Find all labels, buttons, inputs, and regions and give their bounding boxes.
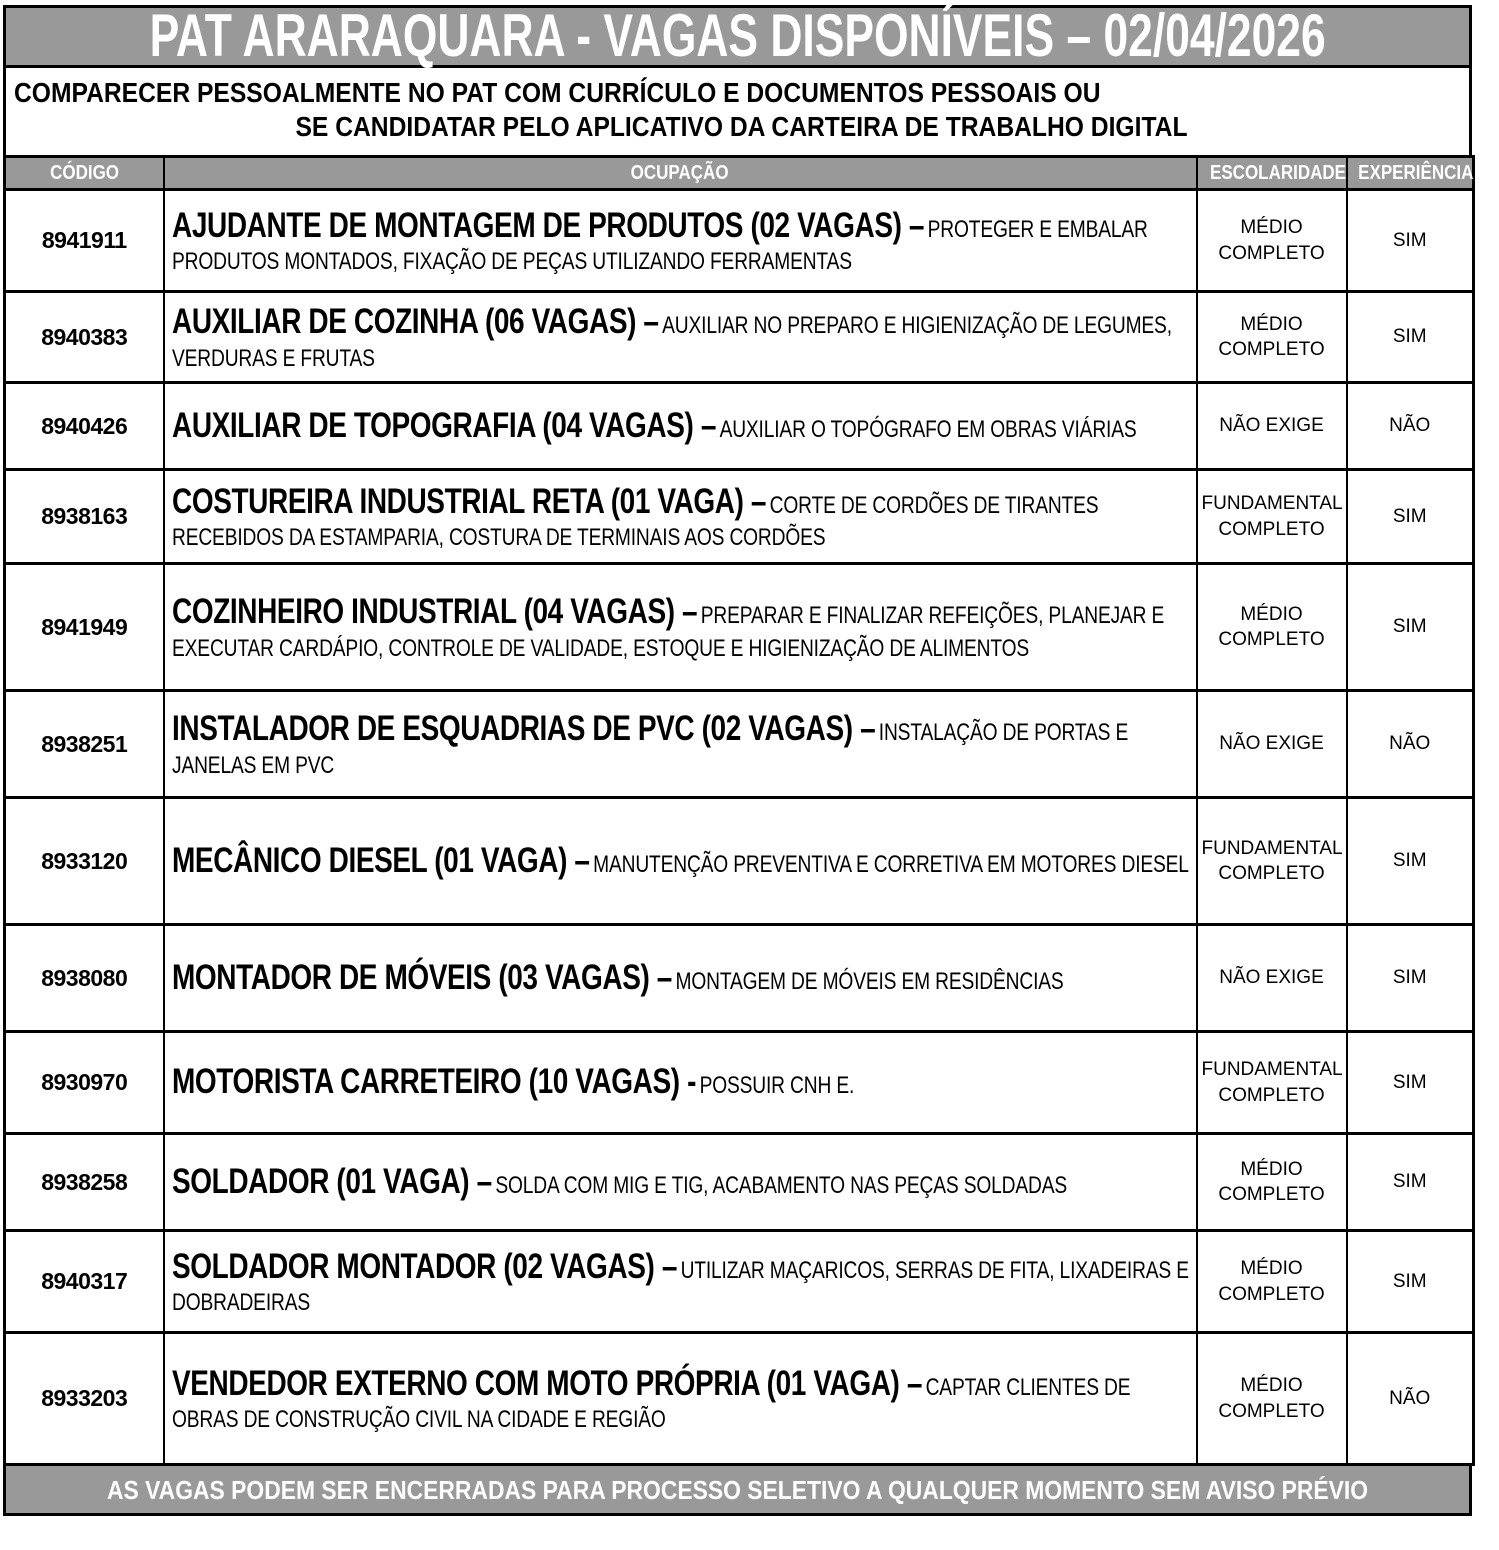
job-title: VENDEDOR EXTERNO COM MOTO PRÓPRIA (01 VA… <box>171 1363 922 1403</box>
table-row: 8941911 AJUDANTE DE MONTAGEM DE PRODUTOS… <box>3 188 1475 294</box>
education-cell: FUNDAMENTAL COMPLETO <box>1195 1030 1348 1136</box>
job-description: POSSUIR CNH E. <box>699 1072 854 1100</box>
job-description: CORTE DE CORDÕES DE TIRANTES RECEBIDOS D… <box>171 491 1099 552</box>
job-description: UTILIZAR MAÇARICOS, SERRAS DE FITA, LIXA… <box>171 1256 1189 1317</box>
job-description: INSTALAÇÃO DE PORTAS E JANELAS EM PVC <box>171 719 1128 779</box>
footer-notice: AS VAGAS PODEM SER ENCERRADAS PARA PROCE… <box>106 1474 1369 1505</box>
job-code: 8938163 <box>3 468 165 566</box>
table-row: 8938258 SOLDADOR (01 VAGA) – SOLDA COM M… <box>3 1132 1475 1233</box>
experience-cell: SIM <box>1345 1229 1475 1335</box>
job-occupation-cell: MONTADOR DE MÓVEIS (03 VAGAS) – MONTAGEM… <box>162 923 1198 1034</box>
column-header-ocupacao: OCUPAÇÃO <box>162 155 1198 191</box>
job-description: PROTEGER E EMBALAR PRODUTOS MONTADOS, FI… <box>171 215 1148 276</box>
job-title: SOLDADOR MONTADOR (02 VAGAS) – <box>171 1246 677 1286</box>
job-code: 8940426 <box>3 381 165 472</box>
education-cell: MÉDIO COMPLETO <box>1195 1229 1348 1335</box>
job-occupation-cell: VENDEDOR EXTERNO COM MOTO PRÓPRIA (01 VA… <box>162 1331 1198 1467</box>
experience-cell: SIM <box>1345 1132 1475 1233</box>
table-row: 8938163 COSTUREIRA INDUSTRIAL RETA (01 V… <box>3 468 1475 566</box>
job-occupation-cell: SOLDADOR MONTADOR (02 VAGAS) – UTILIZAR … <box>162 1229 1198 1335</box>
table-row: 8940383 AUXILIAR DE COZINHA (06 VAGAS) –… <box>3 290 1475 385</box>
education-cell: MÉDIO COMPLETO <box>1195 188 1348 294</box>
experience-cell: SIM <box>1345 290 1475 385</box>
table-row: 8933203 VENDEDOR EXTERNO COM MOTO PRÓPRI… <box>3 1331 1475 1467</box>
job-code: 8941949 <box>3 562 165 693</box>
education-cell: MÉDIO COMPLETO <box>1195 562 1348 693</box>
job-title: AUXILIAR DE COZINHA (06 VAGAS) – <box>171 302 659 342</box>
education-cell: NÃO EXIGE <box>1195 689 1348 800</box>
job-code: 8938258 <box>3 1132 165 1233</box>
experience-cell: SIM <box>1345 796 1475 927</box>
job-occupation-cell: COSTUREIRA INDUSTRIAL RETA (01 VAGA) – C… <box>162 468 1198 566</box>
job-code: 8938251 <box>3 689 165 800</box>
job-title: COZINHEIRO INDUSTRIAL (04 VAGAS) – <box>171 592 698 632</box>
job-code: 8940383 <box>3 290 165 385</box>
column-header-escolaridade: ESCOLARIDADE <box>1195 155 1348 191</box>
job-code: 8930970 <box>3 1030 165 1136</box>
column-header-codigo: CÓDIGO <box>3 155 165 191</box>
job-occupation-cell: AUXILIAR DE COZINHA (06 VAGAS) – AUXILIA… <box>162 290 1198 385</box>
education-cell: FUNDAMENTAL COMPLETO <box>1195 796 1348 927</box>
job-description: CAPTAR CLIENTES DE OBRAS DE CONSTRUÇÃO C… <box>171 1373 1131 1434</box>
job-occupation-cell: INSTALADOR DE ESQUADRIAS DE PVC (02 VAGA… <box>162 689 1198 800</box>
table-row: 8941949 COZINHEIRO INDUSTRIAL (04 VAGAS)… <box>3 562 1475 693</box>
education-cell: MÉDIO COMPLETO <box>1195 290 1348 385</box>
job-description: SOLDA COM MIG E TIG, ACABAMENTO NAS PEÇA… <box>494 1171 1067 1199</box>
job-occupation-cell: MECÂNICO DIESEL (01 VAGA) – MANUTENÇÃO P… <box>162 796 1198 927</box>
experience-cell: SIM <box>1345 468 1475 566</box>
document-title: PAT ARARAQUARA - VAGAS DISPONÍVEIS – 02/… <box>149 1 1326 69</box>
job-title: SOLDADOR (01 VAGA) – <box>171 1161 492 1201</box>
vacancies-table: CÓDIGO OCUPAÇÃO ESCOLARIDADE EXPERIÊNCIA… <box>3 155 1475 1467</box>
job-occupation-cell: COZINHEIRO INDUSTRIAL (04 VAGAS) – PREPA… <box>162 562 1198 693</box>
experience-cell: SIM <box>1345 923 1475 1034</box>
table-row: 8933120 MECÂNICO DIESEL (01 VAGA) – MANU… <box>3 796 1475 927</box>
education-cell: FUNDAMENTAL COMPLETO <box>1195 468 1348 566</box>
instructions-notice: COMPARECER PESSOALMENTE NO PAT COM CURRÍ… <box>3 68 1472 156</box>
job-title: AUXILIAR DE TOPOGRAFIA (04 VAGAS) – <box>171 405 716 445</box>
education-cell: MÉDIO COMPLETO <box>1195 1331 1348 1467</box>
job-title: AJUDANTE DE MONTAGEM DE PRODUTOS (02 VAG… <box>171 205 924 245</box>
document-title-banner: PAT ARARAQUARA - VAGAS DISPONÍVEIS – 02/… <box>3 5 1472 68</box>
education-cell: NÃO EXIGE <box>1195 381 1348 472</box>
job-title: COSTUREIRA INDUSTRIAL RETA (01 VAGA) – <box>171 481 767 521</box>
education-cell: NÃO EXIGE <box>1195 923 1348 1034</box>
footer-notice-bar: AS VAGAS PODEM SER ENCERRADAS PARA PROCE… <box>3 1466 1472 1517</box>
job-title: INSTALADOR DE ESQUADRIAS DE PVC (02 VAGA… <box>171 709 876 749</box>
job-code: 8938080 <box>3 923 165 1034</box>
job-occupation-cell: AUXILIAR DE TOPOGRAFIA (04 VAGAS) – AUXI… <box>162 381 1198 472</box>
job-description: AUXILIAR O TOPÓGRAFO EM OBRAS VIÁRIAS <box>719 415 1137 443</box>
job-title: MONTADOR DE MÓVEIS (03 VAGAS) – <box>171 957 672 997</box>
job-description: PREPARAR E FINALIZAR REFEIÇÕES, PLANEJAR… <box>171 602 1164 662</box>
experience-cell: SIM <box>1345 1030 1475 1136</box>
job-code: 8941911 <box>3 188 165 294</box>
job-title: MOTORISTA CARRETEIRO (10 VAGAS) - <box>171 1062 696 1102</box>
notice-line-1: COMPARECER PESSOALMENTE NO PAT COM CURRÍ… <box>14 77 1101 108</box>
experience-cell: NÃO <box>1345 1331 1475 1467</box>
experience-cell: NÃO <box>1345 381 1475 472</box>
table-row: 8940317 SOLDADOR MONTADOR (02 VAGAS) – U… <box>3 1229 1475 1335</box>
experience-cell: SIM <box>1345 188 1475 294</box>
education-cell: MÉDIO COMPLETO <box>1195 1132 1348 1233</box>
experience-cell: NÃO <box>1345 689 1475 800</box>
job-description: MONTAGEM DE MÓVEIS EM RESIDÊNCIAS <box>675 967 1064 995</box>
job-description: MANUTENÇÃO PREVENTIVA E CORRETIVA EM MOT… <box>592 850 1189 878</box>
job-occupation-cell: MOTORISTA CARRETEIRO (10 VAGAS) - POSSUI… <box>162 1030 1198 1136</box>
table-row: 8938080 MONTADOR DE MÓVEIS (03 VAGAS) – … <box>3 923 1475 1034</box>
column-header-experiencia: EXPERIÊNCIA <box>1345 155 1475 191</box>
job-description: AUXILIAR NO PREPARO E HIGIENIZAÇÃO DE LE… <box>171 312 1172 372</box>
job-occupation-cell: AJUDANTE DE MONTAGEM DE PRODUTOS (02 VAG… <box>162 188 1198 294</box>
table-row: 8938251 INSTALADOR DE ESQUADRIAS DE PVC … <box>3 689 1475 800</box>
table-row: 8940426 AUXILIAR DE TOPOGRAFIA (04 VAGAS… <box>3 381 1475 472</box>
job-occupation-cell: SOLDADOR (01 VAGA) – SOLDA COM MIG E TIG… <box>162 1132 1198 1233</box>
job-title: MECÂNICO DIESEL (01 VAGA) – <box>171 840 590 880</box>
document-page: PAT ARARAQUARA - VAGAS DISPONÍVEIS – 02/… <box>3 5 1475 1517</box>
notice-line-2: SE CANDIDATAR PELO APLICATIVO DA CARTEIR… <box>295 110 1188 142</box>
table-header-row: CÓDIGO OCUPAÇÃO ESCOLARIDADE EXPERIÊNCIA <box>3 155 1475 191</box>
job-code: 8933203 <box>3 1331 165 1467</box>
job-code: 8933120 <box>3 796 165 927</box>
table-row: 8930970 MOTORISTA CARRETEIRO (10 VAGAS) … <box>3 1030 1475 1136</box>
job-code: 8940317 <box>3 1229 165 1335</box>
experience-cell: SIM <box>1345 562 1475 693</box>
